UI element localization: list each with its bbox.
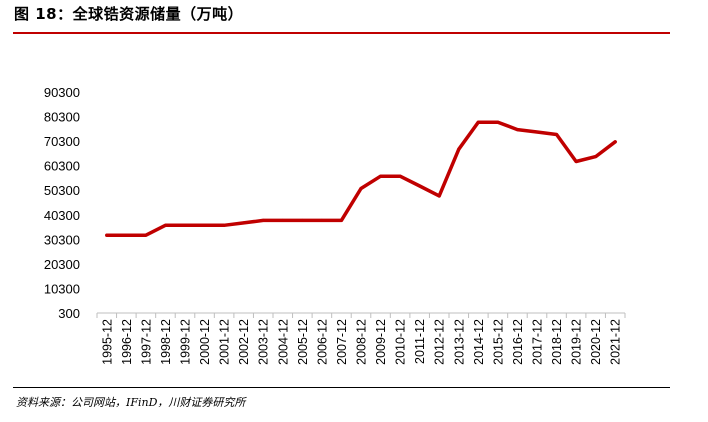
data-point xyxy=(320,218,324,222)
x-tick-label: 1998-12 xyxy=(159,319,173,365)
x-tick-label: 2011-12 xyxy=(413,319,427,364)
data-point xyxy=(535,130,539,134)
data-point xyxy=(613,140,617,144)
x-axis-labels: 1995-12 1996-12 1997-12 1998-12 1999-12 2000-… xyxy=(100,319,622,365)
y-tick-label: 30300 xyxy=(44,232,80,247)
x-tick-label: 2004-12 xyxy=(276,319,290,365)
data-point xyxy=(437,194,441,198)
x-tick-label: 1996-12 xyxy=(120,319,134,365)
x-tick-label: 1995-12 xyxy=(100,319,114,365)
source-note: 资料来源：公司网站，IFinD，川财证券研究所 xyxy=(16,396,246,409)
x-tick-label: 2001-12 xyxy=(218,319,232,365)
x-tick-label: 2009-12 xyxy=(374,319,388,365)
data-point xyxy=(418,184,422,188)
data-point xyxy=(515,128,519,132)
x-tick-label: 2014-12 xyxy=(472,319,486,365)
x-tick-label: 2020-12 xyxy=(589,319,603,365)
x-tick-label: 2019-12 xyxy=(570,319,584,365)
x-tick-label: 2012-12 xyxy=(433,319,447,365)
series-line xyxy=(105,120,617,237)
x-tick-label: 2018-12 xyxy=(550,319,564,365)
x-tick-label: 2002-12 xyxy=(237,319,251,365)
data-point xyxy=(124,233,128,237)
y-tick-label: 70300 xyxy=(44,134,80,149)
y-tick-label: 40300 xyxy=(44,208,80,223)
x-tick-label: 2013-12 xyxy=(452,319,466,365)
x-tick-label: 2017-12 xyxy=(531,319,545,365)
y-tick-label: 80300 xyxy=(44,110,80,125)
y-axis-labels: 300 10300 20300 30300 40300 50300 60300 70300 80… xyxy=(44,85,80,321)
data-point xyxy=(379,174,383,178)
x-tick-label: 2006-12 xyxy=(315,319,329,365)
data-point xyxy=(398,174,402,178)
y-tick-label: 10300 xyxy=(44,281,80,296)
data-point xyxy=(555,132,559,136)
y-tick-label: 300 xyxy=(58,306,80,321)
data-point xyxy=(496,120,500,124)
title-rule xyxy=(13,32,670,34)
x-axis-ticks xyxy=(96,313,626,318)
x-tick-label: 1999-12 xyxy=(179,319,193,365)
y-tick-label: 60300 xyxy=(44,159,80,174)
x-tick-label: 2005-12 xyxy=(296,319,310,365)
data-point xyxy=(163,223,167,227)
x-tick-label: 2010-12 xyxy=(394,319,408,365)
data-point xyxy=(457,147,461,151)
data-point xyxy=(300,218,304,222)
data-point xyxy=(261,218,265,222)
data-point xyxy=(105,233,109,237)
x-tick-label: 2008-12 xyxy=(355,319,369,365)
x-tick-label: 2000-12 xyxy=(198,319,212,365)
x-tick-label: 2021-12 xyxy=(609,319,623,365)
y-tick-label: 90300 xyxy=(44,85,80,100)
figure-title: 图 18：全球锆资源储量（万吨） xyxy=(14,5,244,23)
x-tick-label: 2015-12 xyxy=(491,319,505,365)
x-tick-label: 1997-12 xyxy=(139,319,153,365)
data-point xyxy=(242,221,246,225)
x-tick-label: 2016-12 xyxy=(511,319,525,365)
data-point xyxy=(359,187,363,191)
bottom-rule xyxy=(13,387,670,388)
y-tick-label: 50300 xyxy=(44,183,80,198)
data-point xyxy=(281,218,285,222)
x-tick-label: 2003-12 xyxy=(257,319,271,365)
data-point xyxy=(339,218,343,222)
data-point xyxy=(476,120,480,124)
x-tick-label: 2007-12 xyxy=(335,319,349,365)
data-point xyxy=(574,159,578,163)
y-tick-label: 20300 xyxy=(44,257,80,272)
data-point xyxy=(594,155,598,159)
data-point xyxy=(144,233,148,237)
series-points xyxy=(105,120,617,237)
data-point xyxy=(203,223,207,227)
data-point xyxy=(222,223,226,227)
data-point xyxy=(183,223,187,227)
